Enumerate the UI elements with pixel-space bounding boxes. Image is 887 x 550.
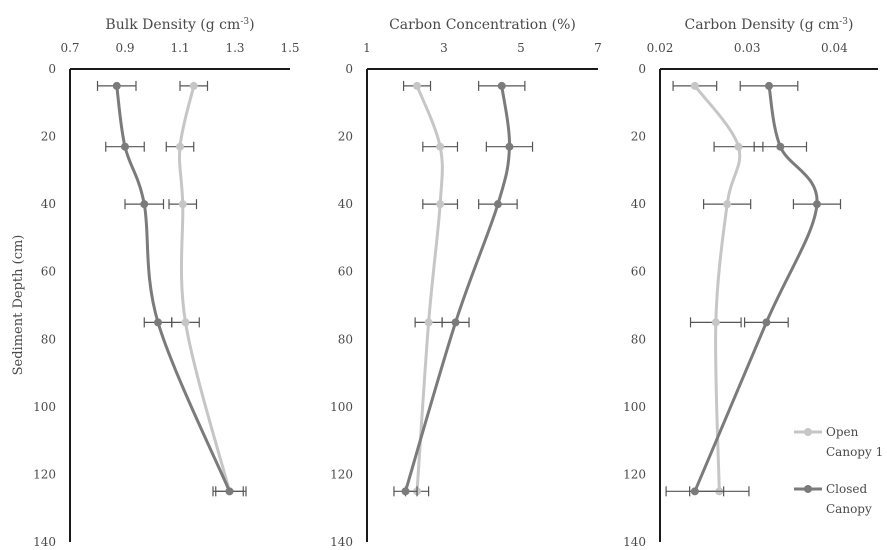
panel-3-title-main: Carbon Density (g cm <box>684 17 839 33</box>
panel-3-closed-data-point <box>762 318 771 327</box>
panel-2-y-tick-label: 60 <box>338 265 353 279</box>
y-axis-label: Sediment Depth (cm) <box>11 235 26 376</box>
panel-2-y-tick-label: 0 <box>345 62 353 76</box>
panel-2: Carbon Concentration (%) 1 3 5 7 0 20 40 60 80 100… <box>330 17 602 549</box>
panel-3-open-data-point <box>723 200 732 209</box>
panel-2-closed-data-point <box>497 81 506 90</box>
panel-1-y-tick-label: 0 <box>48 62 56 76</box>
panel-2-closed-data-point <box>401 487 410 496</box>
panel-1-y-tick-label: 40 <box>41 197 56 211</box>
panel-2-y-tick-label: 80 <box>338 332 353 346</box>
panel-3-closed-data-point <box>812 200 821 209</box>
panel-1-closed-data-point <box>121 142 129 151</box>
panel-3-x-tick-label: 0.03 <box>734 41 761 55</box>
chart-panels: Bulk Density (g cm-3)0.7 0.9 1.1 1.3 1.50204… <box>33 17 878 549</box>
panel-1-y-tick-label: 80 <box>41 332 56 346</box>
panel-2-closed-data-point <box>493 200 502 209</box>
panel-1-title-main: Bulk Density (g cm <box>105 17 240 33</box>
panel-1-open-data-point <box>176 142 184 151</box>
legend: Open Canopy 1 Closed Canopy <box>794 425 883 516</box>
panel-3-y-tick-label: 60 <box>631 265 646 279</box>
panel-2-open-data-point <box>424 318 433 327</box>
panel-3-y-tick-label: 140 <box>623 535 646 549</box>
legend-open-marker <box>804 428 812 436</box>
panel-3-y-tick-label: 100 <box>623 400 646 414</box>
panel-3: Carbon Density (g cm-3) 0.02 0.03 0.04 0 20 40… <box>623 17 878 549</box>
panel-3-x-tick-label: 0.02 <box>647 41 674 55</box>
panel-1-y-tick-label: 100 <box>33 400 56 414</box>
panel-1-title-end: ) <box>249 17 254 33</box>
panel-3-title-end: ) <box>848 17 853 33</box>
panel-3-y-tick-label: 20 <box>631 130 646 144</box>
panel-2-open-data-point <box>436 142 445 151</box>
panel-2-closed-series-line <box>404 85 511 492</box>
panel-2-x-tick-label: 3 <box>440 41 448 55</box>
panel-1-x-tick-label: 0.9 <box>115 41 134 55</box>
panel-1: Bulk Density (g cm-3) 0.7 0.9 1.1 1.3 1.5 0 20 4… <box>33 17 299 549</box>
panel-3-x-tick-label: 0.04 <box>821 41 848 55</box>
panel-3-closed-data-point <box>765 81 773 90</box>
panel-3-open-data-point <box>711 318 720 327</box>
panel-1-closed-data-point <box>112 81 121 90</box>
panel-3-y-tick-label: 120 <box>623 467 646 481</box>
panel-2-y-tick-label: 120 <box>330 467 353 481</box>
panel-2-open-data-point <box>413 81 422 90</box>
panel-1-closed-data-point <box>140 200 149 209</box>
panel-3-open-data-point <box>690 81 699 90</box>
legend-closed-label: Closed Canopy <box>826 482 872 516</box>
panel-1-open-data-point <box>178 200 187 209</box>
panel-1-y-tick-label: 140 <box>33 535 56 549</box>
panel-2-open-data-point <box>436 200 445 209</box>
legend-closed-marker <box>804 485 812 493</box>
panel-1-open-data-point <box>189 81 198 90</box>
panel-3-open-data-point <box>734 142 743 151</box>
panel-2-x-tick-label: 5 <box>517 41 525 55</box>
legend-open-label: Open Canopy 1 <box>826 425 883 459</box>
panel-1-y-tick-label: 60 <box>41 265 56 279</box>
panel-1-x-tick-label: 1.1 <box>170 41 189 55</box>
panel-1-closed-series-line <box>115 85 231 492</box>
panel-2-x-tick-label: 1 <box>363 41 371 55</box>
panel-1-open-series-line <box>178 85 231 492</box>
panel-1-x-tick-label: 1.5 <box>280 41 299 55</box>
panel-3-title-sup: -3 <box>839 17 848 27</box>
panel-3-open-series-line <box>693 84 742 492</box>
panel-3-title: Carbon Density (g cm-3) <box>684 17 853 33</box>
panel-2-y-tick-label: 100 <box>330 400 353 414</box>
panel-1-y-tick-label: 120 <box>33 467 56 481</box>
panel-3-y-tick-label: 40 <box>631 197 646 211</box>
panel-3-y-tick-label: 0 <box>638 62 646 76</box>
panel-2-closed-data-point <box>505 142 514 151</box>
panel-2-y-tick-label: 40 <box>338 197 353 211</box>
panel-1-y-tick-label: 20 <box>41 130 56 144</box>
panel-2-title: Carbon Concentration (%) <box>389 17 576 33</box>
panel-1-closed-data-point <box>154 318 162 327</box>
panel-2-open-series-line <box>415 85 444 492</box>
panel-2-y-tick-label: 20 <box>338 130 353 144</box>
panel-1-open-data-point <box>181 318 190 327</box>
panel-3-closed-data-point <box>690 487 699 496</box>
panel-1-title: Bulk Density (g cm-3) <box>105 17 254 33</box>
panel-1-title-sup: -3 <box>240 17 249 27</box>
panel-1-x-tick-label: 0.7 <box>60 41 79 55</box>
panel-1-x-tick-label: 1.3 <box>225 41 244 55</box>
panel-2-x-tick-label: 7 <box>594 41 602 55</box>
panel-2-y-tick-label: 140 <box>330 535 353 549</box>
panel-1-closed-data-point <box>225 487 234 496</box>
panel-3-y-tick-label: 80 <box>631 332 646 346</box>
panel-3-closed-data-point <box>776 142 785 151</box>
panel-2-closed-data-point <box>451 318 460 327</box>
panel-2-title-main: Carbon Concentration (%) <box>389 17 576 33</box>
